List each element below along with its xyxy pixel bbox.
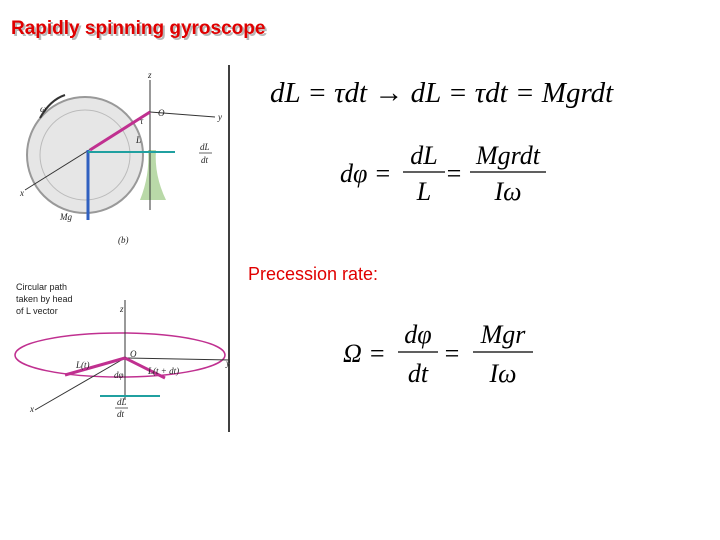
caption: of L vector xyxy=(16,306,58,316)
label: x xyxy=(29,404,34,414)
equation-1: dL = τdt → dL = τdt = Mgrdt xyxy=(270,77,614,109)
label: x xyxy=(19,188,24,198)
eq3-num: dφ xyxy=(404,320,431,349)
L-t xyxy=(64,356,126,377)
label: z xyxy=(147,70,152,80)
eq2-num: dL xyxy=(410,141,437,170)
label: y xyxy=(217,112,222,122)
label: (b) xyxy=(118,235,129,245)
y-axis xyxy=(149,111,216,118)
eq2-lhs: dφ = xyxy=(340,159,391,188)
wheel xyxy=(26,96,144,214)
label: Mg xyxy=(59,212,72,222)
title: Rapidly spinning gyroscope xyxy=(11,18,265,39)
caption: taken by head xyxy=(16,294,73,304)
precession-label: Precession rate: xyxy=(248,264,378,284)
eq3-den: Iω xyxy=(488,359,516,388)
label: O xyxy=(158,108,165,118)
caption: Circular path xyxy=(16,282,67,292)
y-axis xyxy=(124,357,231,361)
precession-figure: Circular path taken by head of L vector … xyxy=(14,282,231,419)
gyroscope-figure: z ω O τ L y dL dt x Mg (b) xyxy=(19,70,222,245)
wheel-inner xyxy=(39,109,131,201)
eq3-lhs: Ω = xyxy=(343,339,386,368)
label: dL xyxy=(200,142,210,152)
label: L(t) xyxy=(75,360,90,370)
L-t-dt xyxy=(124,356,166,380)
eq3-den: dt xyxy=(408,359,429,388)
eq2-den: Iω xyxy=(493,177,521,206)
label: dt xyxy=(117,409,125,419)
label: τ xyxy=(140,116,144,126)
label: y xyxy=(225,358,230,368)
eq2-eq: = xyxy=(445,159,463,188)
title-shadow: Rapidly spinning gyroscope xyxy=(13,20,267,41)
L-vector xyxy=(89,110,151,152)
label: ω xyxy=(40,104,46,114)
label: dL xyxy=(117,397,127,407)
label: L xyxy=(135,135,141,145)
eq3-num: Mgr xyxy=(480,320,527,349)
label: z xyxy=(119,304,124,314)
label: L(t + dt) xyxy=(147,366,179,376)
eq2-num: Mgrdt xyxy=(475,141,541,170)
x-axis xyxy=(34,357,126,411)
eq2-den: L xyxy=(416,177,431,206)
eq3-eq: = xyxy=(443,339,461,368)
stand xyxy=(140,150,166,200)
omega-arrow xyxy=(39,94,66,119)
label: dφ xyxy=(114,370,124,380)
circular-path xyxy=(14,332,226,378)
label: dt xyxy=(201,155,209,165)
label: O xyxy=(130,349,137,359)
